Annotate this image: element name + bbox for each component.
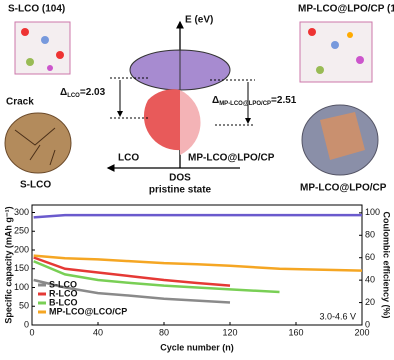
particle-facet — [320, 112, 365, 160]
y-tick-label: 100 — [14, 282, 29, 292]
legend-label: MP-LCO@LCO/CP — [49, 306, 127, 316]
y-tick-label: 0 — [24, 319, 29, 329]
series-line — [33, 278, 231, 304]
left-title: S-LCO (104) — [8, 4, 65, 15]
y-tick-label: 150 — [14, 263, 29, 273]
y-tick-label: 50 — [19, 301, 29, 311]
legend-label: R-LCO — [49, 288, 78, 298]
chart: 0 50 100 150 200 250 300 0 20 40 60 80 100 0 40 80 120 16… — [3, 204, 392, 352]
cracks — [14, 127, 56, 166]
x-tick-label: 200 — [354, 327, 369, 337]
y2-tick-label: 20 — [365, 297, 375, 307]
energy-axis-label: E (eV) — [185, 15, 213, 26]
state-label: pristine state — [149, 185, 212, 196]
dos-label: DOS — [169, 173, 191, 184]
y-tick-label: 200 — [14, 244, 29, 254]
diagram: S-LCO (104) MP-LCO@LPO/CP (104) Crack S-… — [4, 4, 394, 196]
series-line — [33, 213, 362, 219]
x-tick-label: 80 — [159, 327, 169, 337]
dos-lco — [143, 89, 180, 151]
x-tick-label: 120 — [222, 327, 237, 337]
crystal-right — [299, 21, 373, 83]
plot-frame — [31, 204, 363, 326]
left-label: S-LCO — [20, 180, 51, 191]
vb-left — [129, 49, 181, 91]
series-line — [33, 256, 231, 287]
y2-tick-label: 40 — [365, 275, 375, 285]
x-tick-label: 40 — [93, 327, 103, 337]
right-label: MP-LCO@LPO/CP — [300, 183, 387, 194]
right-title: MP-LCO@LPO/CP (104) — [298, 4, 394, 15]
delta-symbol: Δ — [60, 87, 67, 98]
y2-tick-label: 100 — [365, 207, 380, 217]
y2-tick-label: 60 — [365, 252, 375, 262]
delta-lco: ΔLCO=2.03 — [60, 87, 106, 99]
crystal-left — [14, 21, 71, 75]
y2-tick-label: 80 — [365, 230, 375, 240]
dos-right: MP-LCO@LPO/CP — [188, 153, 275, 164]
x-tick-label: 160 — [288, 327, 303, 337]
delta-mp: ΔMP-LCO@LPO/CP=2.51 — [212, 95, 297, 107]
delta-symbol: Δ — [212, 95, 219, 106]
legend-label: S-LCO — [49, 279, 77, 289]
vb-right — [179, 49, 231, 91]
delta-sub: LCO — [67, 93, 80, 99]
delta-value: =2.03 — [80, 87, 106, 98]
dos-mp — [180, 90, 201, 155]
delta-value: =2.51 — [271, 95, 297, 106]
x-tick-label: 0 — [29, 327, 34, 337]
y2-axis-label: Coulombic efficiency (%) — [382, 211, 392, 318]
y-tick-label: 250 — [14, 226, 29, 236]
series-line — [33, 254, 363, 272]
y-axis-label: Specific capacity (mAh g⁻¹) — [3, 206, 13, 323]
x-axis-label: Cycle number (n) — [160, 342, 234, 352]
delta-sub: MP-LCO@LPO/CP — [219, 101, 271, 107]
y-tick-label: 300 — [14, 207, 29, 217]
note: 3.0-4.6 V — [319, 311, 356, 321]
y2-tick-label: 0 — [365, 319, 370, 329]
crack-label: Crack — [6, 97, 34, 108]
legend-label: B-LCO — [49, 297, 78, 307]
dos-left: LCO — [118, 153, 139, 164]
series-line — [33, 260, 280, 294]
